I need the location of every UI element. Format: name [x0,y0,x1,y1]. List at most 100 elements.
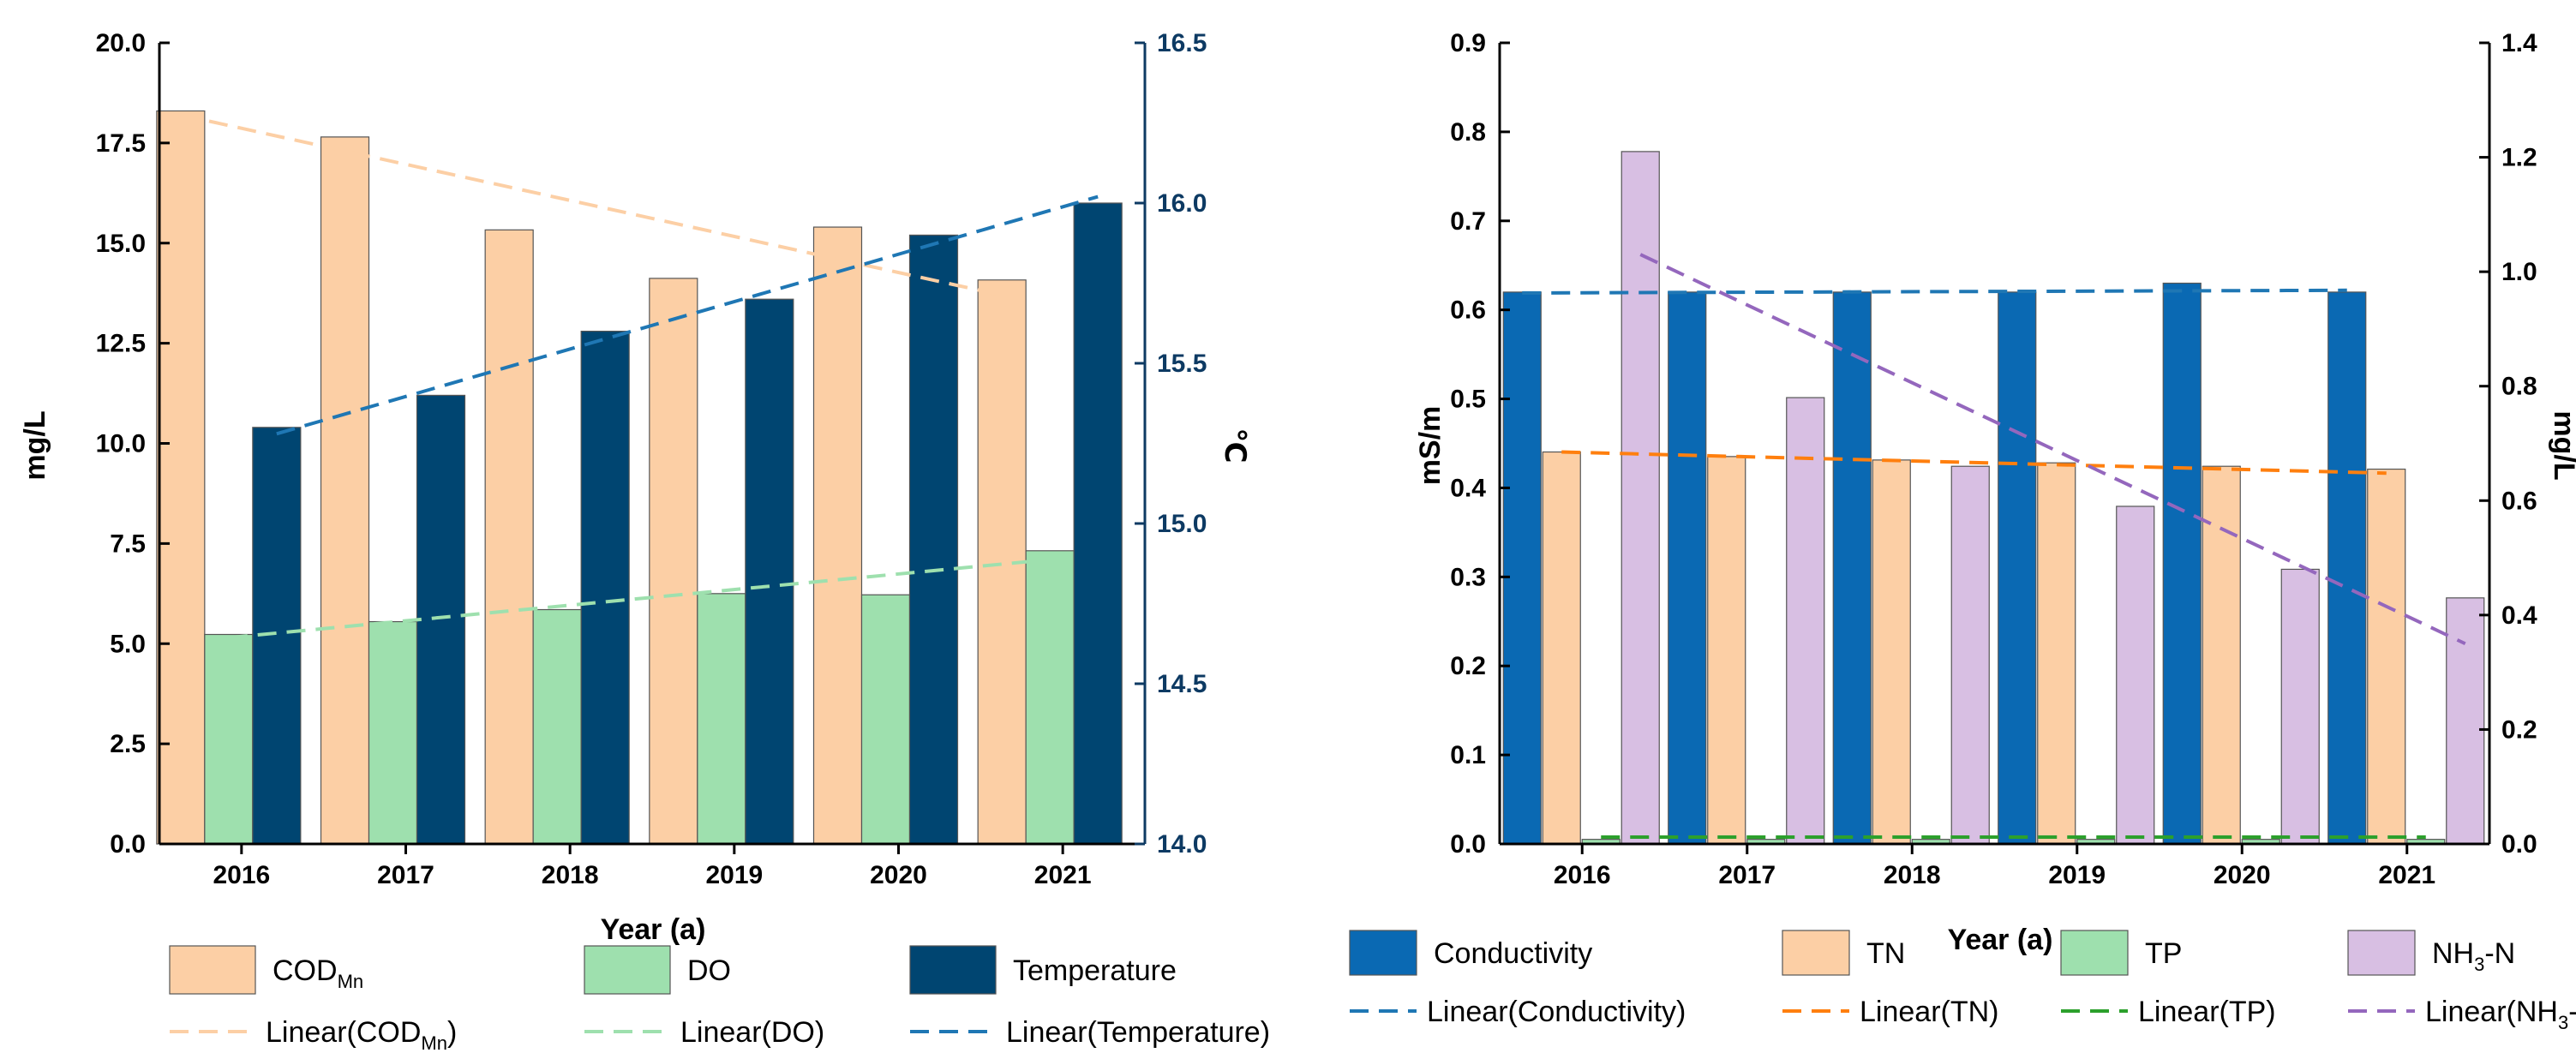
bar-do-2021 [1025,550,1075,845]
bar-nh-2017 [1786,397,1825,845]
bar-conductivity-2019 [1998,291,2037,845]
y-tick-label-left: 0.2 [1450,652,1486,680]
bar-conductivity-2016 [1502,291,1542,845]
y-tick-label-right: 14.5 [1157,670,1207,698]
legend-label-nh: NH3-N [2432,937,2515,975]
x-axis-title: Year (a) [601,913,706,946]
legend-label-conductivity: Conductivity [1434,937,1592,970]
legend-trend-label: Linear(Temperature) [1006,1016,1270,1049]
legend-swatch-temperature [909,945,997,995]
bar-do-2019 [697,593,746,845]
bar-nh-2016 [1620,151,1660,845]
series-nh [1620,151,2485,845]
bar-conductivity-2017 [1668,291,1707,845]
x-tick-label: 2017 [1718,861,1776,889]
y-tick-label-left: 5.0 [110,630,146,658]
y-tick-label-left: 20.0 [96,29,146,57]
y-tick-label-right: 0.0 [2501,830,2537,859]
legend: Conductivity TN TP NH3-N Linear(Conductivity… [1349,930,2576,1033]
bar-nh-2021 [2446,597,2485,845]
bar-conductivity-2021 [2327,291,2367,845]
bar-cod-2018 [484,229,534,845]
y-tick-label-left: 0.9 [1450,29,1486,57]
y-tick-label-left: 17.5 [96,129,146,158]
x-tick-label: 2021 [1034,861,1092,889]
trendline-do [228,558,1051,640]
y-tick-label-left: 15.0 [96,230,146,258]
legend-swatch-conductivity [1349,930,1417,976]
y-tick-label-right: 16.5 [1157,29,1207,57]
x-tick-label: 2018 [542,861,599,889]
y-tick-label-left: 7.5 [110,530,146,558]
bar-do-2017 [368,620,418,845]
bar-nh-2019 [2116,506,2155,845]
series-tn [1542,451,2406,845]
y-axis-title-right: mg/L [2548,410,2576,480]
legend-label-do: DO [687,954,731,987]
x-tick-label: 2019 [2048,861,2106,889]
legend-label-temperature: Temperature [1013,954,1177,987]
y-tick-label-right: 0.6 [2501,487,2537,515]
bar-temperature-2018 [580,331,630,845]
legend-swatch-tn [1782,930,1850,976]
trendline-conductivity [1522,288,2347,295]
legend-trend-label: Linear(DO) [680,1016,824,1049]
legend-label-cod: CODMn [273,954,363,992]
y-axis-title-left: mS/m [1414,406,1447,486]
bar-nh-2018 [1950,465,1990,845]
y-tick-label-right: 0.8 [2501,373,2537,401]
y-tick-label-left: 0.7 [1450,207,1486,236]
x-tick-label: 2019 [705,861,763,889]
y-tick-label-right: 0.2 [2501,715,2537,744]
bar-tn-2019 [2037,462,2076,845]
x-tick-label: 2018 [1884,861,1941,889]
y-tick-label-left: 10.0 [96,430,146,458]
bar-conductivity-2018 [1832,291,1872,845]
trendline-temperature [276,194,1099,436]
y-tick-label-right: 1.4 [2501,29,2537,57]
y-tick-label-right: 14.0 [1157,830,1207,859]
bar-cod-2019 [649,278,698,845]
trendline-cod [180,113,1003,297]
chart-1-water-quality: 0.0 2.5 5.0 7.5 10.0 12.5 15.0 17.5 20.0 14.0 14.5… [19,29,1270,1054]
series-temperature [252,202,1123,845]
y-tick-label-left: 0.0 [110,830,146,859]
x-tick-label: 2020 [870,861,927,889]
legend: CODMn DO Temperature Linear(CODMn) Linear(DO… [169,945,1270,1054]
chart-2-nutrients: 0.0 0.1 0.2 0.3 0.4 0.5 0.6 0.7 0.8 0.9 0.0 0.2 0.4 0… [1349,29,2576,1033]
bar-cod-2016 [156,110,206,845]
legend-trend-label: Linear(TP) [2138,996,2276,1028]
y-tick-label-left: 0.1 [1450,741,1486,769]
x-tick-label: 2021 [2378,861,2435,889]
bar-conductivity-2020 [2162,282,2202,845]
legend-label-tn: TN [1866,937,1905,970]
bar-temperature-2019 [745,298,794,845]
y-tick-label-left: 0.8 [1450,118,1486,147]
y-tick-label-left: 0.4 [1450,474,1486,502]
legend-swatch-do [584,945,671,995]
bar-cod-2020 [812,226,863,845]
y-tick-label-left: 0.6 [1450,296,1486,325]
bar-tn-2018 [1872,459,1911,845]
bar-temperature-2020 [908,234,959,845]
x-tick-label: 2020 [2214,861,2271,889]
x-tick-label: 2017 [377,861,434,889]
trendline-tn [1561,450,2387,476]
legend-trend-label: Linear(TN) [1860,996,1998,1028]
y-tick-label-left: 12.5 [96,330,146,358]
y-tick-label-right: 0.4 [2501,601,2537,630]
legend-swatch-tp [2060,930,2129,976]
bar-tn-2017 [1707,456,1746,845]
x-axis-title: Year (a) [1948,924,2053,956]
y-tick-label-right: 15.5 [1157,350,1207,378]
y-tick-label-right: 15.0 [1157,510,1207,538]
legend-trend-label: Linear(CODMn) [266,1016,457,1054]
legend-label-tp: TP [2145,937,2182,970]
y-axis-title-right: ℃ [1219,428,1251,463]
y-tick-label-right: 16.0 [1157,189,1207,218]
bar-tn-2016 [1542,451,1581,845]
y-tick-label-right: 1.2 [2501,144,2537,172]
series-cod [156,110,1027,845]
series-do [204,550,1075,845]
